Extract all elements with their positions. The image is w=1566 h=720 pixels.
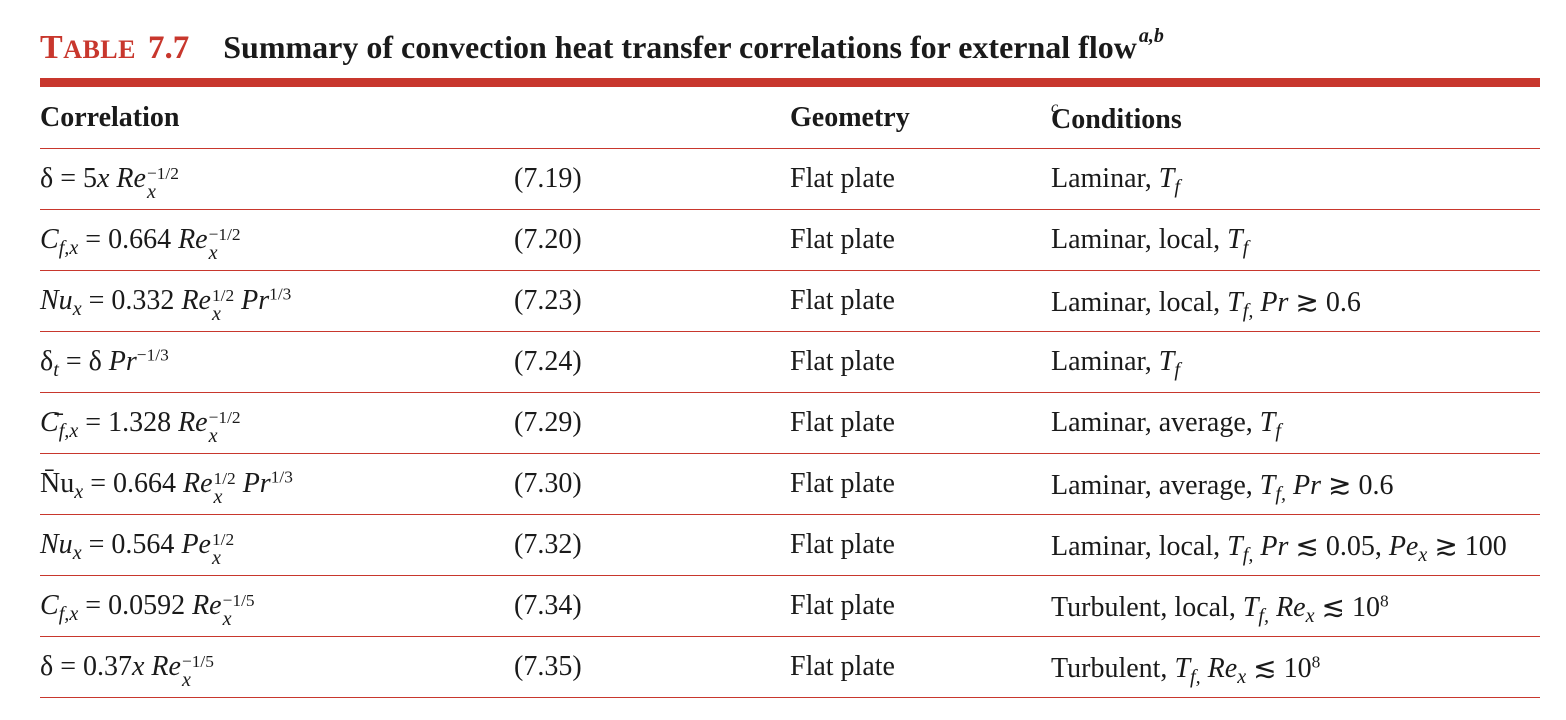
table-row: Nux = 0.332 Re 1/2 x Pr1/3 (7.23) Flat plate… — [40, 271, 1540, 332]
geometry-cell: Flat plate — [790, 529, 895, 560]
table-title-text: Summary of convection heat transfer corr… — [223, 28, 1137, 65]
geometry-cell: Flat plate — [790, 224, 895, 255]
conditions-cell: Laminar, average, Tf — [1051, 407, 1281, 443]
table-row: Cf,x = 0.0592 Re −1/5 x (7.34) Flat plate Tur… — [40, 576, 1540, 637]
equation-number-cell: (7.30) — [514, 468, 582, 499]
correlation-cell: Cf,x = 0.0592 Re −1/5 x — [40, 590, 255, 630]
title-rule — [40, 78, 1540, 87]
header-conditions-text: Conditions — [1051, 104, 1182, 135]
geometry-cell: Flat plate — [790, 590, 895, 621]
header-conditions-footnote: c — [1051, 98, 1059, 116]
correlation-cell: δ = 0.37x Re −1/5 x — [40, 651, 214, 691]
table-row: Cf,x = 0.664 Re −1/2 x (7.20) Flat plate Lami… — [40, 210, 1540, 271]
equation-number-cell: (7.34) — [514, 590, 582, 621]
geometry-cell: Flat plate — [790, 468, 895, 499]
table-row: δ = 0.37x Re −1/5 x (7.35) Flat plate Turbule… — [40, 637, 1540, 698]
equation-number-cell: (7.29) — [514, 407, 582, 438]
conditions-cell: Laminar, Tf — [1051, 346, 1180, 382]
table-title: Summary of convection heat transfer corr… — [223, 26, 1164, 65]
equation-number-cell: (7.35) — [514, 651, 582, 682]
table-header-row: Correlation Geometry Conditions c — [40, 98, 1540, 149]
correlation-cell: N̄ux = 0.664 Re 1/2 x Pr1/3 — [40, 467, 293, 508]
correlation-cell: C̄f,x = 1.328 Re−1/2x — [40, 407, 241, 447]
table-row: Nux = 0.564 Pe 1/2 x (7.32) Flat plate Lamina… — [40, 515, 1540, 576]
correlation-cell: δ = 5x Re −1/2 x — [40, 163, 179, 203]
equation-number-cell: (7.23) — [514, 285, 582, 316]
conditions-cell: Laminar, average, Tf, Pr ≳ 0.6 — [1051, 470, 1394, 506]
correlation-cell: Nux = 0.332 Re 1/2 x Pr1/3 — [40, 284, 292, 325]
conditions-cell: Turbulent, local, Tf, Rex ≲ 108 — [1051, 591, 1389, 628]
geometry-cell: Flat plate — [790, 285, 895, 316]
table-label: TABLE — [40, 28, 136, 66]
table-title-footnotes: a,b — [1138, 25, 1164, 47]
equation-number-cell: (7.24) — [514, 346, 582, 377]
header-geometry: Geometry — [790, 102, 910, 133]
conditions-cell: Turbulent, Tf, Rex ≲ 108 — [1051, 652, 1321, 689]
geometry-cell: Flat plate — [790, 346, 895, 377]
conditions-cell: Laminar, local, Tf, Pr ≳ 0.6 — [1051, 287, 1361, 323]
conditions-cell: Laminar, local, Tf — [1051, 224, 1249, 260]
header-conditions: Conditions c — [1051, 98, 1182, 135]
conditions-cell: Laminar, local, Tf, Pr ≲ 0.05, Pex ≳ 100 — [1051, 531, 1507, 567]
correlation-cell: Cf,x = 0.664 Re −1/2 x — [40, 224, 241, 264]
equation-number-cell: (7.19) — [514, 163, 582, 194]
geometry-cell: Flat plate — [790, 163, 895, 194]
table-row: δt = δ Pr−1/3 (7.24) Flat plate Laminar, Tf — [40, 332, 1540, 393]
table-caption: TABLE 7.7 Summary of convection heat trans… — [40, 26, 1164, 66]
conditions-cell: Laminar, Tf — [1051, 163, 1180, 199]
equation-number-cell: (7.20) — [514, 224, 582, 255]
equation-number-cell: (7.32) — [514, 529, 582, 560]
header-correlation: Correlation — [40, 102, 180, 133]
geometry-cell: Flat plate — [790, 407, 895, 438]
table-row: C̄f,x = 1.328 Re−1/2x (7.29) Flat plate Lam… — [40, 393, 1540, 454]
table-row: N̄ux = 0.664 Re 1/2 x Pr1/3 (7.30) Flat plat… — [40, 454, 1540, 515]
geometry-cell: Flat plate — [790, 651, 895, 682]
table-number: 7.7 — [148, 29, 190, 66]
table-row: δ = 5x Re −1/2 x (7.19) Flat plate Laminar, T… — [40, 149, 1540, 210]
correlation-cell: δt = δ Pr−1/3 — [40, 345, 169, 382]
correlation-cell: Nux = 0.564 Pe 1/2 x — [40, 529, 235, 569]
